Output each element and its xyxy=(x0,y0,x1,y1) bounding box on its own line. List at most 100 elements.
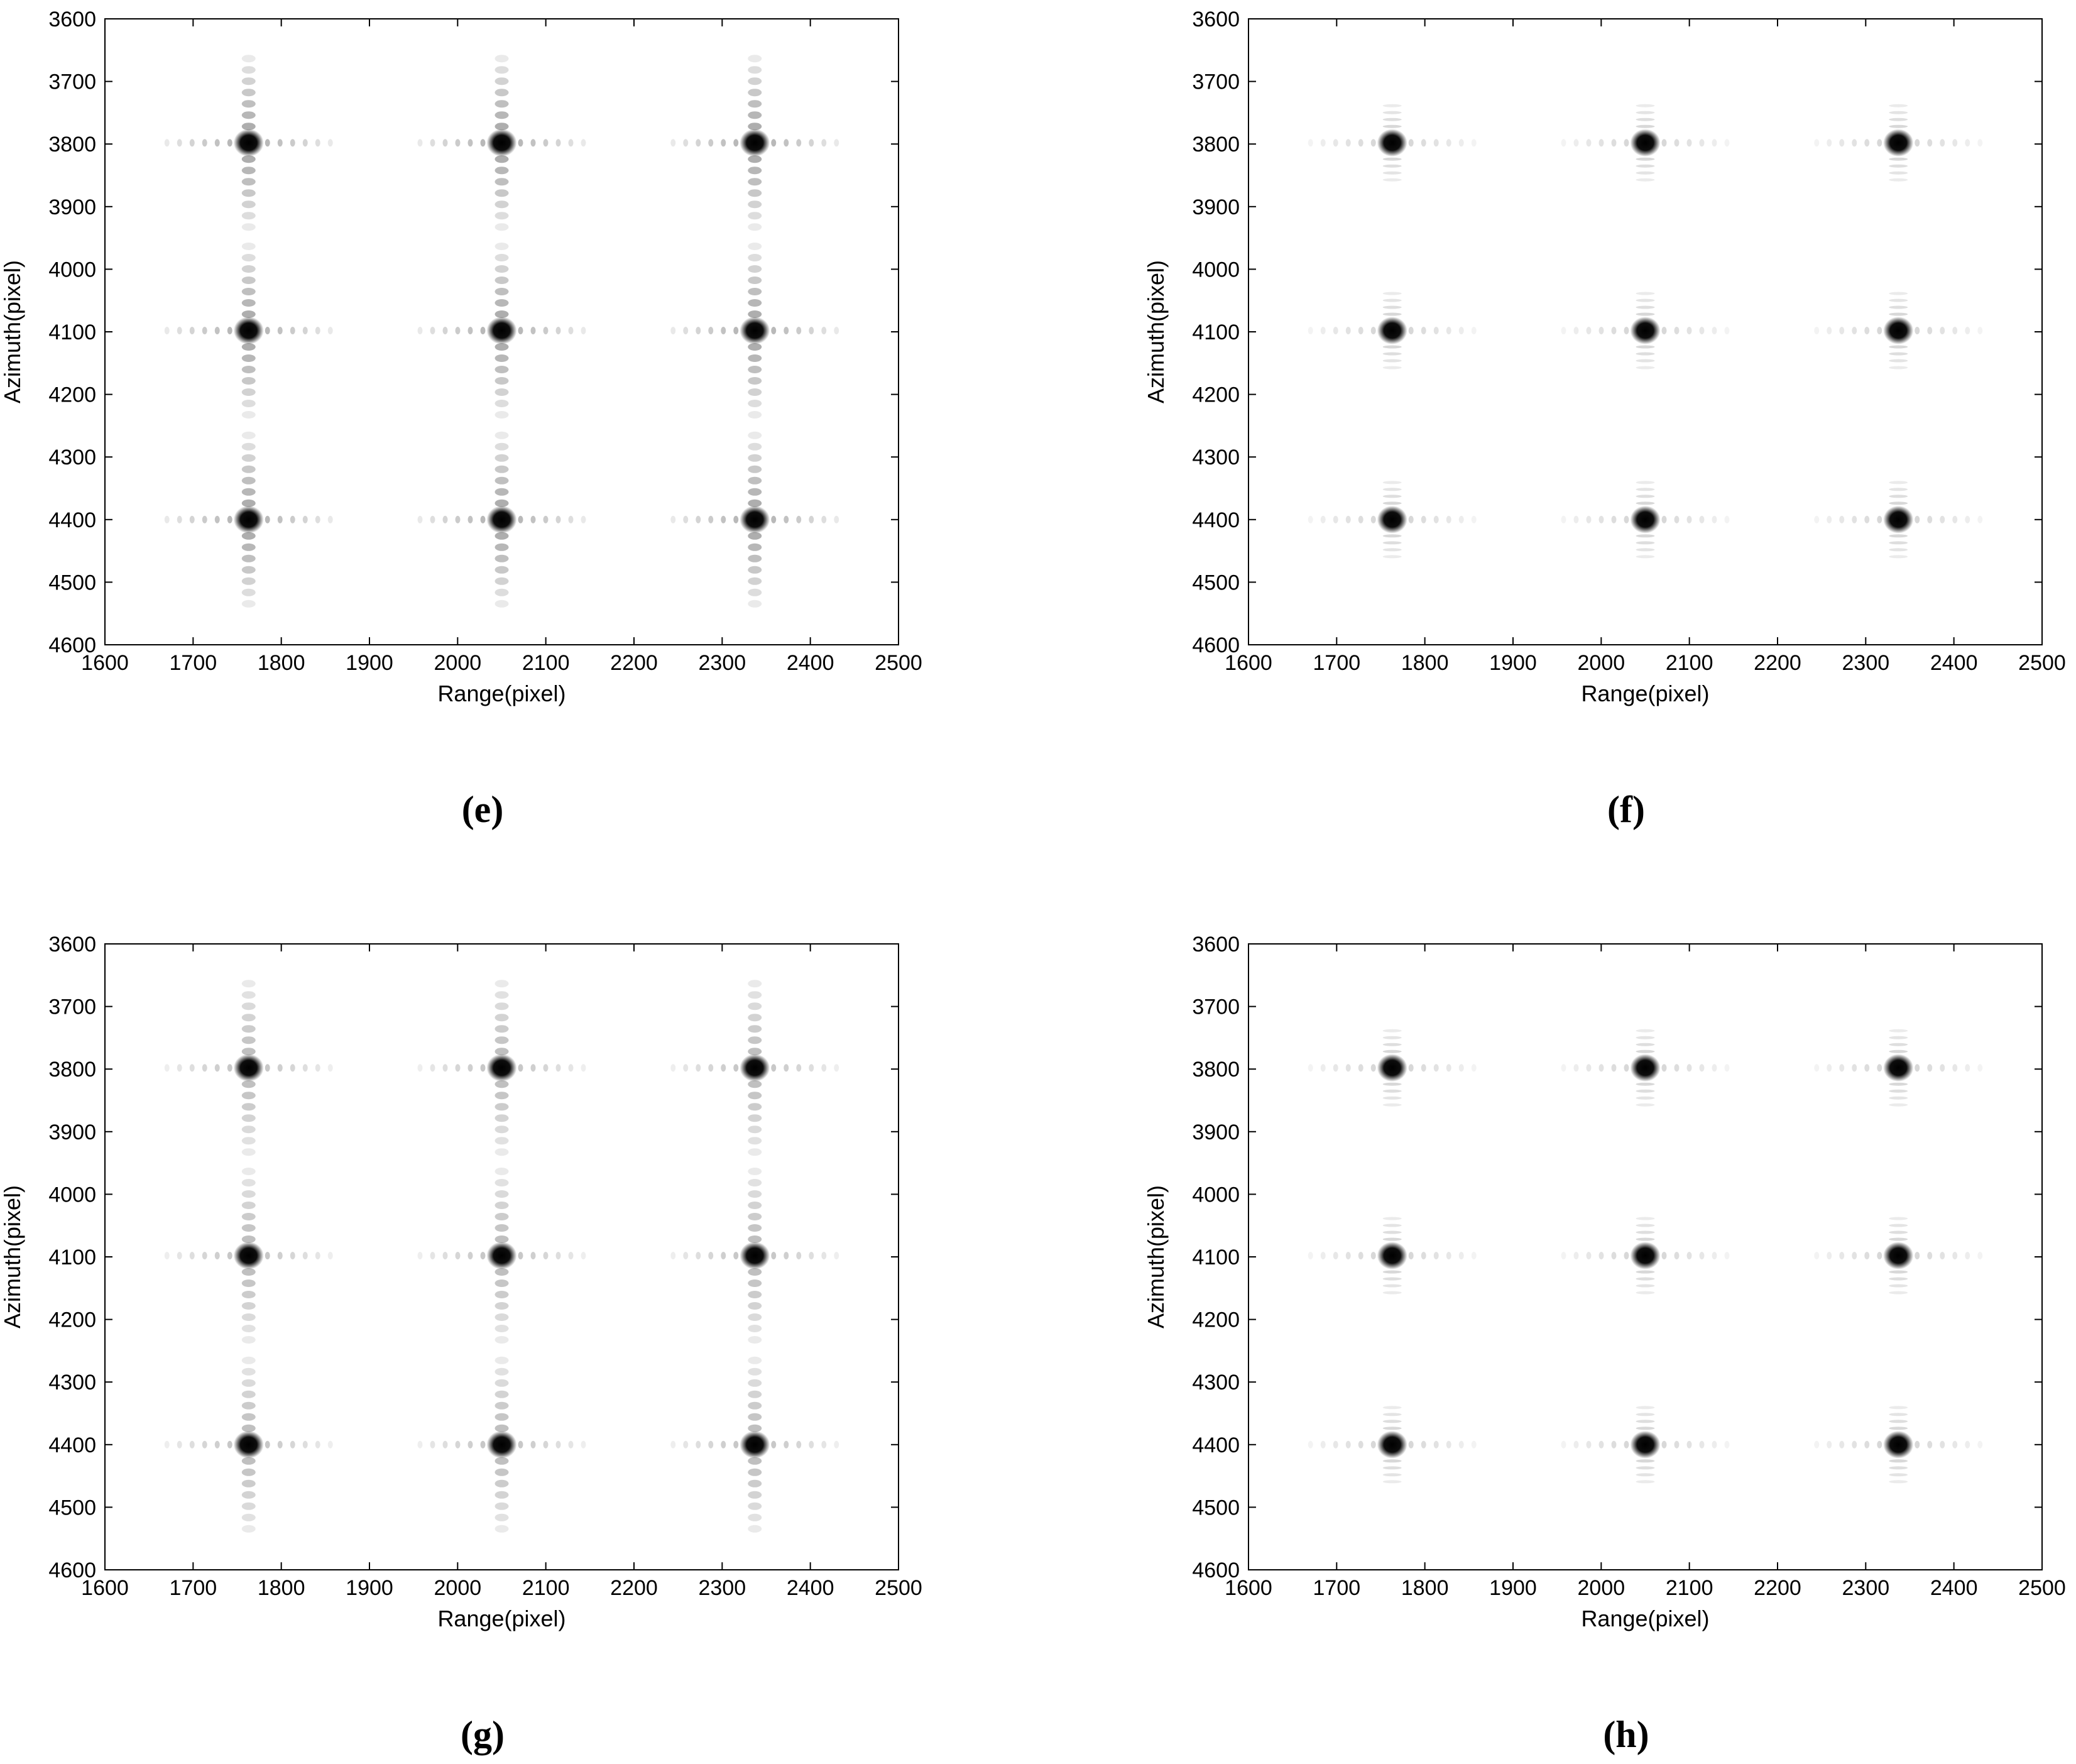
azimuth-sidelobe xyxy=(1382,534,1402,538)
x-tick-label: 2300 xyxy=(699,1576,746,1600)
range-sidelobe xyxy=(277,1064,283,1072)
range-sidelobe xyxy=(1308,139,1313,147)
azimuth-sidelobe xyxy=(494,123,509,131)
range-sidelobe xyxy=(1940,139,1945,147)
range-sidelobe xyxy=(543,1440,549,1449)
azimuth-sidelobe xyxy=(748,55,762,63)
range-sidelobe xyxy=(771,1064,777,1072)
range-sidelobe xyxy=(1965,1064,1970,1072)
azimuth-sidelobe xyxy=(241,1401,256,1410)
azimuth-sidelobe xyxy=(748,411,762,419)
azimuth-sidelobe xyxy=(1889,1277,1908,1281)
azimuth-sidelobe xyxy=(241,1413,256,1421)
azimuth-sidelobe xyxy=(241,1224,256,1232)
azimuth-sidelobe xyxy=(241,299,256,307)
azimuth-sidelobe xyxy=(1382,366,1402,370)
range-sidelobe xyxy=(1358,1064,1363,1072)
azimuth-sidelobe xyxy=(748,366,762,374)
range-sidelobe xyxy=(1333,327,1338,335)
azimuth-sidelobe xyxy=(241,588,256,596)
azimuth-sidelobe xyxy=(748,388,762,397)
azimuth-sidelobe xyxy=(1889,501,1908,505)
azimuth-sidelobe xyxy=(241,189,256,197)
azimuth-sidelobe xyxy=(241,1513,256,1521)
range-sidelobe xyxy=(1661,327,1667,335)
azimuth-sidelobe xyxy=(1636,481,1655,485)
range-sidelobe xyxy=(1839,139,1845,147)
x-tick-label: 1600 xyxy=(81,1576,129,1600)
range-sidelobe xyxy=(834,1064,839,1072)
azimuth-sidelobe xyxy=(1382,548,1402,552)
azimuth-sidelobe xyxy=(748,1114,762,1122)
range-sidelobe xyxy=(1674,1440,1680,1449)
azimuth-sidelobe xyxy=(1636,1270,1655,1274)
azimuth-sidelobe xyxy=(241,1302,256,1310)
azimuth-sidelobe xyxy=(494,1291,509,1299)
range-sidelobe xyxy=(1333,1440,1338,1449)
range-sidelobe xyxy=(1611,327,1617,335)
azimuth-sidelobe xyxy=(1382,1036,1402,1039)
x-axis-label: Range(pixel) xyxy=(437,1606,565,1631)
azimuth-sidelobe xyxy=(241,1025,256,1033)
azimuth-sidelobe xyxy=(241,411,256,419)
point-target-peak xyxy=(233,505,264,534)
range-sidelobe xyxy=(1686,1252,1692,1260)
azimuth-sidelobe xyxy=(494,465,509,473)
azimuth-sidelobe xyxy=(748,543,762,551)
y-tick-label: 4300 xyxy=(48,446,96,469)
panel-g: 1600 1700 1800 1900 2000 2100 2200 2300 2400 2500… xyxy=(0,933,922,1755)
range-sidelobe xyxy=(1814,1252,1820,1260)
range-sidelobe xyxy=(227,139,232,147)
azimuth-sidelobe xyxy=(494,1401,509,1410)
azimuth-sidelobe xyxy=(1889,1224,1908,1227)
range-sidelobe xyxy=(430,1252,435,1260)
azimuth-sidelobe xyxy=(494,277,509,285)
azimuth-sidelobe xyxy=(494,1279,509,1288)
azimuth-sidelobe xyxy=(1382,164,1402,168)
azimuth-sidelobe xyxy=(1382,1082,1402,1086)
azimuth-sidelobe xyxy=(1382,345,1402,349)
range-sidelobe xyxy=(315,327,320,335)
range-sidelobe xyxy=(1864,327,1870,335)
azimuth-sidelobe xyxy=(1636,178,1655,182)
range-sidelobe xyxy=(1421,139,1426,147)
range-sidelobe xyxy=(530,1064,536,1072)
range-sidelobe xyxy=(1724,139,1730,147)
azimuth-sidelobe xyxy=(748,1137,762,1145)
range-sidelobe xyxy=(227,1440,232,1449)
azimuth-sidelobe xyxy=(241,442,256,451)
range-sidelobe xyxy=(1661,1064,1667,1072)
azimuth-sidelobe xyxy=(241,1092,256,1100)
azimuth-sidelobe xyxy=(494,1356,509,1364)
range-sidelobe xyxy=(442,1252,448,1260)
azimuth-sidelobe xyxy=(1382,305,1402,309)
azimuth-sidelobe xyxy=(494,1126,509,1134)
azimuth-sidelobe xyxy=(1382,359,1402,363)
range-sidelobe xyxy=(1814,139,1820,147)
range-sidelobe xyxy=(821,1440,827,1449)
point-target-peak xyxy=(740,1430,770,1459)
range-sidelobe xyxy=(518,139,523,147)
azimuth-sidelobe xyxy=(748,1479,762,1487)
azimuth-sidelobe xyxy=(494,543,509,551)
range-sidelobe xyxy=(1308,1252,1313,1260)
range-sidelobe xyxy=(1433,1064,1439,1072)
range-sidelobe xyxy=(683,1252,689,1260)
azimuth-sidelobe xyxy=(1889,345,1908,349)
azimuth-sidelobe xyxy=(1889,555,1908,559)
azimuth-sidelobe xyxy=(748,1513,762,1521)
azimuth-sidelobe xyxy=(748,223,762,231)
y-tick-label: 3600 xyxy=(48,933,96,956)
range-sidelobe xyxy=(1712,1440,1717,1449)
azimuth-sidelobe xyxy=(748,1279,762,1288)
range-sidelobe xyxy=(784,515,789,523)
azimuth-sidelobe xyxy=(748,1336,762,1344)
range-sidelobe xyxy=(265,515,270,523)
range-sidelobe xyxy=(1686,139,1692,147)
range-sidelobe xyxy=(1421,1064,1426,1072)
x-tick-label: 2200 xyxy=(610,1576,658,1600)
x-tick-label: 2500 xyxy=(2018,651,2066,675)
point-target-peak xyxy=(1883,1054,1914,1082)
azimuth-sidelobe xyxy=(494,343,509,351)
range-sidelobe xyxy=(327,1252,333,1260)
